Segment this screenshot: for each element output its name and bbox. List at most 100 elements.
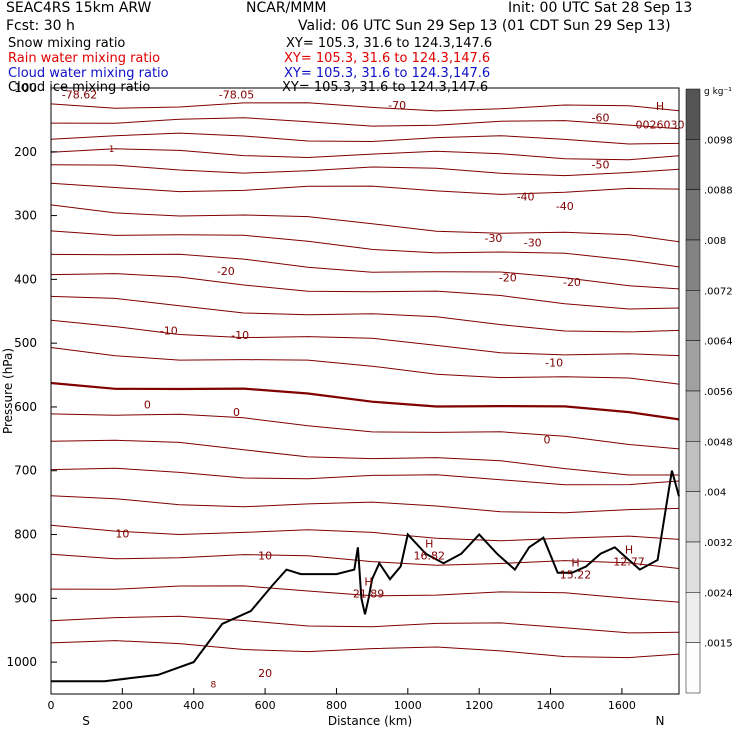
x-tick-label: 0 xyxy=(48,699,55,712)
x-tick-label: 1600 xyxy=(608,699,636,712)
colorbar: g kg⁻¹ .0098 .0088 .008 .0072 .0064 .0056 .0048… xyxy=(685,87,733,694)
x-tick-label: 1200 xyxy=(465,699,493,712)
field-cloud-ice-xy: XY= 105.3, 31.6 to 124.3,147.6 xyxy=(282,80,489,95)
colorbar-tick-label: .0064 xyxy=(704,337,733,348)
contour-label: 0 xyxy=(144,398,151,411)
contour-label: -20 xyxy=(217,265,235,278)
temperature-contour xyxy=(50,204,680,243)
colorbar-segment xyxy=(685,290,701,341)
colorbar-segment xyxy=(685,239,701,291)
contour-label: -10 xyxy=(545,356,563,369)
colorbar-segment xyxy=(685,340,701,392)
high-value: 12.77 xyxy=(613,556,645,569)
colorbar-tick-label: .0024 xyxy=(704,588,733,599)
contour-label: -78.62 xyxy=(62,88,97,101)
temperature-contour xyxy=(50,347,680,385)
temperature-contours xyxy=(50,102,680,659)
title-left: SEAC4RS 15km ARW xyxy=(6,0,152,16)
temperature-contour xyxy=(50,381,680,421)
x-axis-label: Distance (km) xyxy=(328,714,412,728)
y-tick-label: 200 xyxy=(14,145,37,159)
x-end-right: N xyxy=(656,714,665,728)
high-marker: H xyxy=(571,556,579,569)
high-value: 21.89 xyxy=(353,588,385,601)
temperature-contour xyxy=(50,230,680,268)
contour-label: -78.05 xyxy=(219,88,254,101)
y-tick-label: 400 xyxy=(14,272,37,286)
colorbar-segment xyxy=(685,642,701,694)
field-cloud-water-xy: XY= 105.3, 31.6 to 124.3,147.6 xyxy=(284,66,491,81)
colorbar-tick-label: .0032 xyxy=(704,538,733,549)
contour-label: 0 xyxy=(543,433,550,446)
y-tick-label: 500 xyxy=(14,336,37,350)
init-time: Init: 00 UTC Sat 28 Sep 13 xyxy=(508,0,693,16)
temperature-contour xyxy=(50,615,680,634)
contour-label: 20 xyxy=(258,667,272,680)
contour-label: -30 xyxy=(484,232,502,245)
colorbar-segment xyxy=(685,139,701,190)
temperature-contour xyxy=(50,553,680,569)
y-tick-label: 600 xyxy=(14,400,37,414)
contour-label: -10 xyxy=(231,329,249,342)
terrain-profile xyxy=(51,470,680,683)
y-tick-label: 1000 xyxy=(6,655,37,669)
field-snow-xy: XY= 105.3, 31.6 to 124.3,147.6 xyxy=(286,36,493,51)
high-marker: H xyxy=(625,544,633,557)
title-center: NCAR/MMM xyxy=(246,0,327,16)
temperature-contour xyxy=(50,585,680,603)
temperature-contour xyxy=(50,413,680,450)
contour-label: -20 xyxy=(499,271,517,284)
x-tick-label: 800 xyxy=(326,699,347,712)
colorbar-tick-label: .0048 xyxy=(704,437,733,448)
contour-label: -10 xyxy=(160,324,178,337)
y-tick-label: 100 xyxy=(14,81,37,95)
temperature-contour xyxy=(50,439,679,476)
temperature-contour xyxy=(50,524,680,542)
y-axis-label: Pressure (hPa) xyxy=(1,348,15,434)
temperature-contour xyxy=(50,164,680,177)
colorbar-segment xyxy=(685,491,701,543)
contour-label: -40 xyxy=(556,200,574,213)
contour-label: -60 xyxy=(592,111,610,124)
colorbar-unit-label: g kg⁻¹ xyxy=(704,87,732,97)
temperature-contour xyxy=(50,467,680,486)
field-snow: Snow mixing ratio xyxy=(8,36,126,51)
temperature-contour xyxy=(50,117,680,130)
x-tick-label: 400 xyxy=(183,699,204,712)
temperature-contour xyxy=(50,640,680,659)
colorbar-tick-label: .0015 xyxy=(704,639,733,650)
temperature-contour xyxy=(50,253,680,290)
contour-label: -70 xyxy=(388,99,406,112)
x-tick-label: 600 xyxy=(255,699,276,712)
terrain-line xyxy=(51,470,680,683)
x-tick-label: 200 xyxy=(112,699,133,712)
temperature-contour xyxy=(50,148,680,161)
temperature-contour xyxy=(50,295,680,333)
contour-label: 10 xyxy=(258,550,272,563)
x-end-left: S xyxy=(82,714,90,728)
colorbar-segment xyxy=(685,390,701,442)
colorbar-tick-label: .0098 xyxy=(704,135,733,146)
contour-labels: -78.62 -78.05 -70 -60 -50 -40 -40 -30 -30 -20 -20 -… xyxy=(62,88,685,690)
field-rain: Rain water mixing ratio xyxy=(8,51,161,66)
x-tick-label: 1400 xyxy=(537,699,565,712)
x-axis-ticks: 0 200 400 600 800 1000 1200 1400 1600 xyxy=(48,688,636,712)
contour-label: H xyxy=(656,100,664,113)
y-axis-ticks: 100 200 300 400 500 600 700 800 900 1000 xyxy=(6,81,57,669)
colorbar-tick-label: .004 xyxy=(704,488,726,499)
temperature-contour xyxy=(50,273,680,310)
field-cloud-ice: Cloud ice mixing ratio xyxy=(8,80,151,95)
temperature-contour xyxy=(50,182,680,195)
small-label: 1 xyxy=(109,145,115,155)
field-cloud-water: Cloud water mixing ratio xyxy=(8,66,169,81)
temperature-contour xyxy=(50,132,680,145)
colorbar-segment xyxy=(685,592,701,643)
high-value: 15.22 xyxy=(560,568,592,581)
contour-label: -50 xyxy=(592,159,610,172)
colorbar-segment xyxy=(685,189,701,241)
high-value: 16.82 xyxy=(413,549,445,562)
colorbar-segment xyxy=(685,541,701,593)
colorbar-tick-label: .0056 xyxy=(704,387,733,398)
contour-label: -30 xyxy=(524,236,542,249)
